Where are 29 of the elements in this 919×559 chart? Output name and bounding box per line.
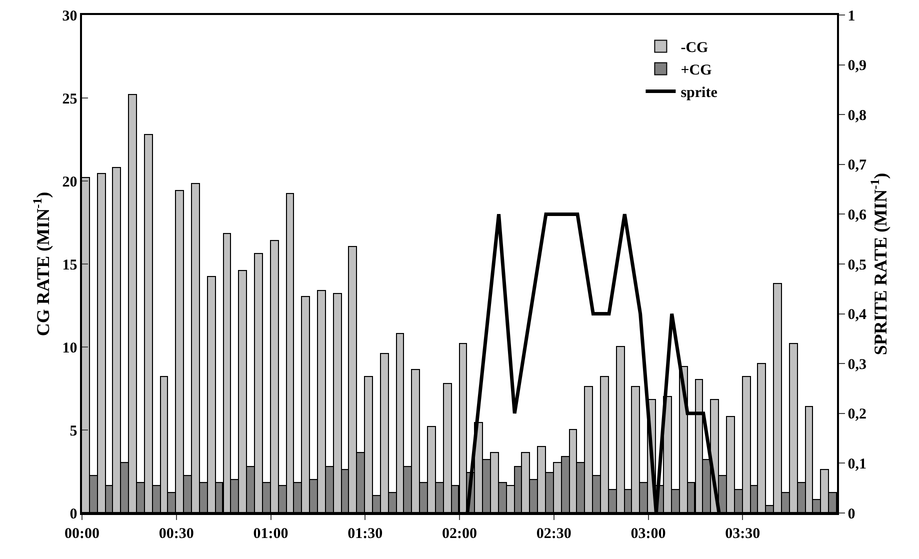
legend-label: sprite — [680, 85, 718, 102]
y2-tick-label: 1 — [848, 8, 856, 24]
x-tick-label: 01:00 — [253, 526, 288, 542]
y-tick-label: 15 — [62, 257, 78, 274]
y-tick-label: 25 — [62, 91, 78, 108]
legend-label: +CG — [680, 62, 712, 79]
x-tick-label: 03:00 — [630, 526, 666, 542]
x-tick-label: 00:00 — [64, 526, 100, 542]
x-tick-label: 01:30 — [348, 526, 383, 542]
y2-tick-label: 0,7 — [848, 158, 867, 174]
y2-tick-label: 0,5 — [848, 257, 866, 274]
y-tick-label: 0 — [70, 506, 78, 522]
y2-tick-label: 0,8 — [848, 108, 866, 124]
legend-label: -CG — [680, 40, 709, 56]
y2-tick-label: 0,9 — [848, 58, 866, 74]
y2-tick-label: 0,1 — [848, 456, 866, 472]
y2-tick-label: 0,2 — [848, 406, 866, 423]
x-tick-label: 02:30 — [536, 526, 572, 542]
y-tick-label: 5 — [70, 423, 78, 440]
y2-tick-label: 0,4 — [848, 307, 867, 324]
y-tick-label: 20 — [62, 174, 78, 190]
y2-tick-label: 0,3 — [848, 356, 866, 373]
y2-tick-label: 0,6 — [848, 207, 867, 224]
y2-tick-label: 0 — [848, 506, 856, 522]
x-tick-label: 00:30 — [158, 526, 194, 542]
y-tick-label: 30 — [62, 8, 78, 24]
y-tick-label: 10 — [62, 340, 78, 356]
x-tick-label: 02:00 — [442, 526, 477, 542]
x-tick-label: 03:30 — [725, 526, 760, 542]
